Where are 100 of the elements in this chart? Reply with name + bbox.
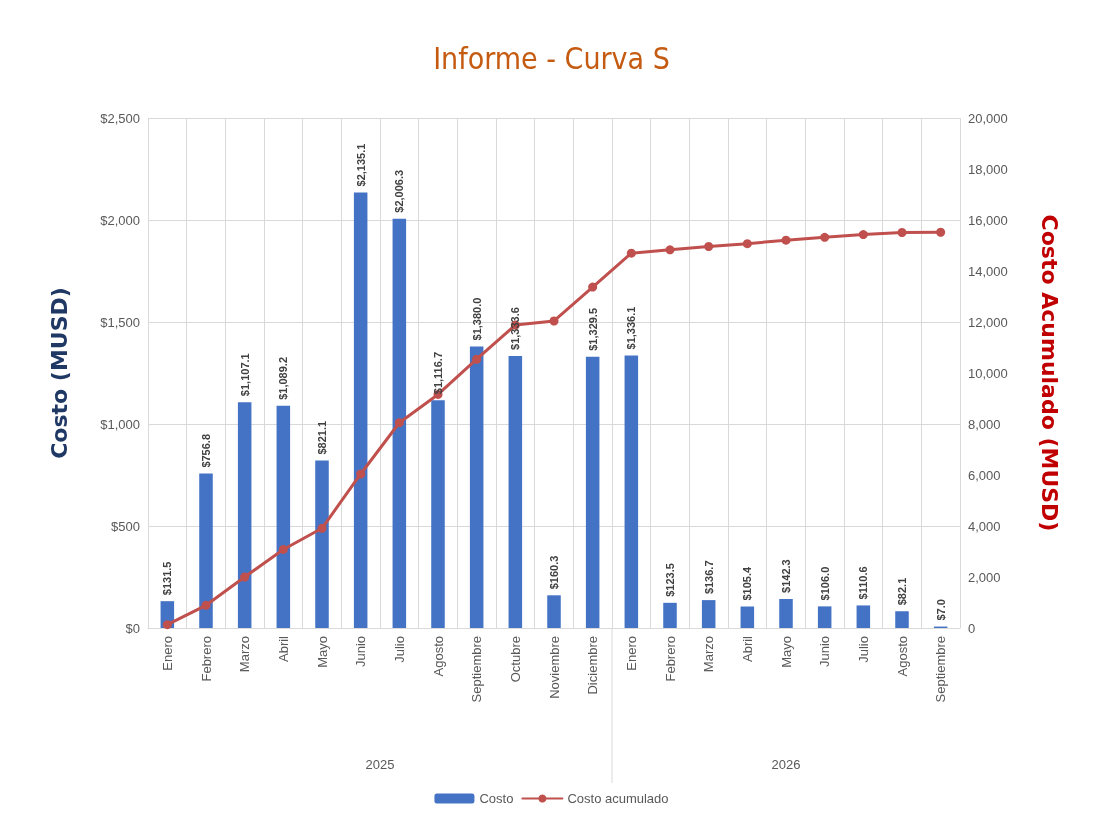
data-label: $136.7 bbox=[702, 560, 715, 595]
bar bbox=[779, 598, 793, 628]
bar bbox=[276, 405, 291, 628]
x-tick-label: Noviembre bbox=[546, 636, 562, 699]
x-tick-label: Septiembre bbox=[469, 636, 485, 703]
bar bbox=[585, 356, 600, 628]
x-tick-label: Abril bbox=[275, 635, 291, 663]
bar bbox=[817, 606, 832, 628]
x-tick-label: Enero bbox=[159, 636, 175, 671]
x-tick-label: Marzo bbox=[701, 636, 717, 673]
data-label: $1,333.6 bbox=[509, 307, 522, 350]
point bbox=[588, 282, 598, 292]
y-tick-label: $1,000 bbox=[100, 416, 140, 432]
point bbox=[240, 572, 250, 582]
bar bbox=[353, 192, 368, 628]
x-tick-label: Diciembre bbox=[585, 636, 601, 695]
point bbox=[626, 248, 636, 258]
data-label: $2,135.1 bbox=[354, 143, 367, 187]
data-label: $142.3 bbox=[780, 559, 792, 593]
y2-tick-label: 18,000 bbox=[968, 161, 1008, 177]
point bbox=[394, 418, 404, 428]
data-label: $110.6 bbox=[857, 566, 870, 600]
data-label: $106.0 bbox=[818, 566, 831, 601]
bar bbox=[856, 605, 871, 628]
x-tick-label: Junio bbox=[353, 636, 369, 668]
point bbox=[162, 620, 172, 630]
bar bbox=[663, 602, 677, 628]
point bbox=[858, 230, 868, 240]
point bbox=[820, 232, 830, 242]
y-tick-label: $1,500 bbox=[100, 314, 140, 330]
bar bbox=[895, 611, 909, 628]
x-tick-label: Julio bbox=[855, 636, 871, 663]
y2-tick-label: 4,000 bbox=[968, 518, 1001, 534]
point bbox=[665, 245, 675, 255]
bar bbox=[547, 595, 561, 628]
x-tick-label: Febrero bbox=[662, 636, 678, 682]
point bbox=[936, 227, 946, 237]
y2-tick-label: 8,000 bbox=[968, 416, 1001, 432]
bar bbox=[624, 355, 639, 628]
x-tick-label: Septiembre bbox=[933, 636, 949, 703]
bar bbox=[701, 600, 716, 628]
point bbox=[742, 239, 752, 249]
y-axis-title: Costo (MUSD) bbox=[46, 287, 72, 459]
x-tick-label: Octubre bbox=[507, 636, 523, 683]
y2-tick-label: 12,000 bbox=[968, 314, 1008, 330]
y-tick-label: $2,500 bbox=[100, 110, 140, 126]
text: 2025 bbox=[365, 757, 395, 772]
data-label: $7.0 bbox=[934, 599, 947, 621]
legend-label: Costo acumulado bbox=[567, 791, 669, 806]
data-label: $123.5 bbox=[664, 563, 676, 597]
data-label: $1,089.2 bbox=[277, 356, 290, 400]
y-tick-label: $2,000 bbox=[100, 212, 140, 228]
point bbox=[704, 242, 714, 252]
x-tick-label: Junio bbox=[817, 636, 833, 668]
y-tick-label: $0 bbox=[125, 620, 140, 636]
bar bbox=[199, 473, 213, 628]
x-tick-label: Abril bbox=[739, 635, 755, 663]
data-label: $82.1 bbox=[896, 577, 908, 606]
y-tick-label: $500 bbox=[111, 518, 140, 534]
data-label: $1,329.5 bbox=[586, 307, 599, 351]
point bbox=[317, 523, 327, 533]
data-label: $1,107.1 bbox=[238, 353, 251, 397]
data-label: $1,116.7 bbox=[432, 351, 444, 395]
bar bbox=[315, 460, 329, 628]
legend-label: Costo bbox=[479, 791, 514, 806]
y2-tick-label: 16,000 bbox=[968, 212, 1008, 228]
y2-tick-label: 6,000 bbox=[968, 467, 1001, 483]
data-label: $821.1 bbox=[316, 420, 328, 455]
x-tick-label: Mayo bbox=[778, 636, 794, 668]
x-tick-label: Mayo bbox=[314, 636, 330, 668]
x-tick-label: Agosto bbox=[430, 636, 446, 677]
point bbox=[278, 544, 288, 554]
data-label: $160.3 bbox=[548, 555, 560, 590]
y2-tick-label: 10,000 bbox=[968, 365, 1008, 381]
y2-tick-label: 2,000 bbox=[968, 569, 1001, 585]
data-label: $131.5 bbox=[161, 561, 174, 596]
x-tick-label: Agosto bbox=[894, 636, 910, 677]
bar bbox=[469, 346, 484, 628]
point bbox=[472, 354, 482, 364]
bar bbox=[392, 218, 407, 628]
chart-title: Informe - Curva S bbox=[433, 40, 670, 76]
point bbox=[897, 228, 907, 237]
point bbox=[781, 235, 791, 245]
data-label: $105.4 bbox=[741, 565, 754, 601]
x-tick-label: Julio bbox=[391, 636, 407, 663]
x-tick-label: Febrero bbox=[198, 636, 214, 682]
y2-tick-label: 20,000 bbox=[968, 110, 1008, 126]
y2-tick-label: 0 bbox=[968, 620, 976, 636]
point bbox=[549, 316, 559, 326]
y2-tick-label: 14,000 bbox=[968, 263, 1008, 279]
x-tick-label: Enero bbox=[623, 636, 639, 671]
y2-axis-title: Costo Acumulado (MUSD) bbox=[1036, 214, 1062, 532]
text: 2026 bbox=[771, 757, 801, 772]
x-tick-label: Marzo bbox=[237, 636, 253, 673]
data-label: $1,336.1 bbox=[625, 306, 638, 350]
data-label: $1,380.0 bbox=[470, 297, 483, 341]
bar bbox=[508, 355, 523, 628]
bar bbox=[740, 606, 755, 628]
point bbox=[356, 469, 366, 479]
data-label: $756.8 bbox=[200, 433, 212, 468]
